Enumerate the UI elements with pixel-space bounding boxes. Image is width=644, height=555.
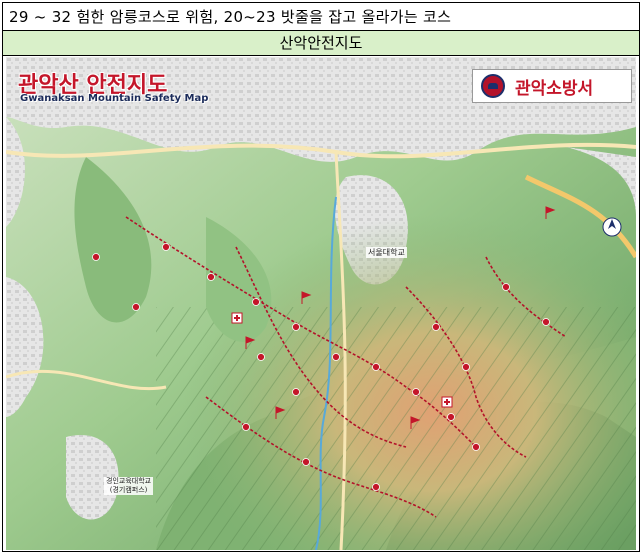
school-label-line1: 경인교육대학교 — [106, 477, 152, 485]
fire-station-badge: 관악소방서 — [472, 69, 632, 103]
course-description: 29 ~ 32 험한 암릉코스로 위험, 20~23 밧줄을 잡고 올라가는 코… — [3, 3, 639, 31]
campus-label: 서울대학교 — [366, 247, 407, 258]
map-subtitle: Gwanaksan Mountain Safety Map — [20, 93, 209, 104]
safety-map: 관악산 안전지도 Gwanaksan Mountain Safety Map 관… — [6, 57, 636, 550]
school-label: 경인교육대학교 (경기캠퍼스) — [104, 477, 154, 495]
section-title: 산악안전지도 — [3, 31, 639, 56]
fire-station-name: 관악소방서 — [515, 78, 594, 99]
map-title: 관악산 안전지도 — [18, 73, 168, 98]
map-terrain — [6, 57, 636, 550]
school-label-line2: (경기캠퍼스) — [109, 486, 148, 494]
fire-station-logo-icon — [481, 74, 505, 98]
